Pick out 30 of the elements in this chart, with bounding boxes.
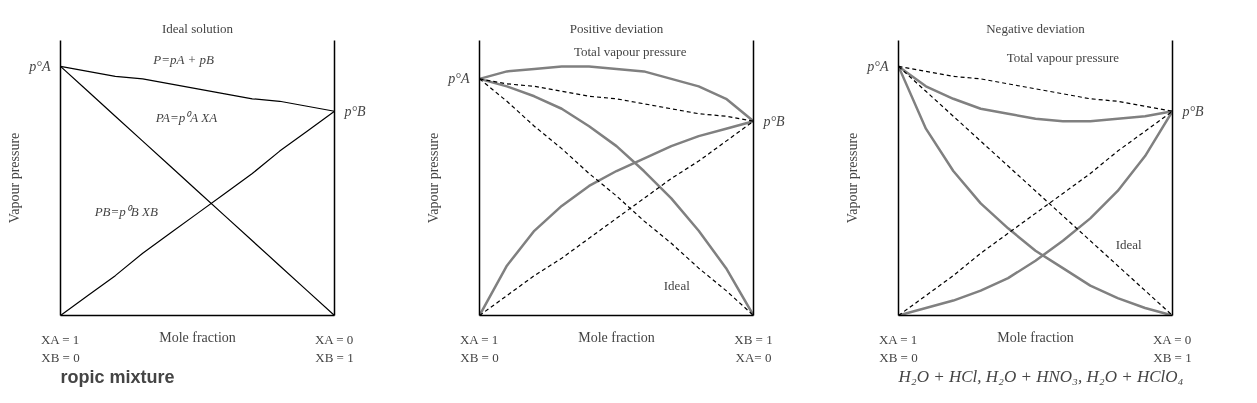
annotation: p°A — [866, 58, 889, 74]
x-tick-label: XA = 0 XB = 1 — [1152, 331, 1192, 365]
annotation: p°B — [762, 113, 786, 129]
y-axis-title: Vapour pressure — [426, 132, 442, 224]
annotation: Ideal — [1115, 236, 1143, 252]
chart-title: Positive deviation — [569, 20, 664, 36]
annotation: p°B — [343, 103, 367, 119]
chart-title: Ideal solution — [161, 20, 234, 36]
annotation: PA=p⁰A XA — [154, 110, 218, 125]
text: ropic mixture — [60, 366, 175, 387]
text: H₂O + HCl, H₂O + HNO₃, H₂O + HClO₄ — [897, 366, 1184, 386]
x-axis-title: Mole fraction — [997, 329, 1074, 345]
annotation: p°A — [28, 58, 51, 74]
annotation: Ideal — [663, 277, 691, 293]
text: Total vapour pressure — [1006, 49, 1120, 65]
y-axis-title: Vapour pressure — [7, 132, 23, 224]
text: Total vapour pressure — [573, 44, 687, 59]
x-axis-title: Mole fraction — [159, 329, 236, 345]
y-axis-title: Vapour pressure — [845, 132, 861, 224]
annotation: p°A — [447, 71, 470, 87]
x-tick-label: XA = 1 XB = 0 — [878, 331, 918, 365]
x-axis-title: Mole fraction — [578, 329, 655, 345]
x-tick-label: XA = 1 XB = 0 — [40, 331, 80, 365]
x-tick-label: XB = 1 XA= 0 — [734, 331, 773, 365]
x-tick-label: XA = 1 XB = 0 — [459, 331, 499, 365]
x-tick-label: XA = 0 XB = 1 — [314, 331, 354, 365]
annotation: PB=p⁰B XB — [93, 203, 158, 219]
annotation: p°B — [1181, 103, 1205, 119]
chart-title: Negative deviation — [986, 20, 1086, 36]
annotation: P=pA + pB — [152, 52, 215, 68]
